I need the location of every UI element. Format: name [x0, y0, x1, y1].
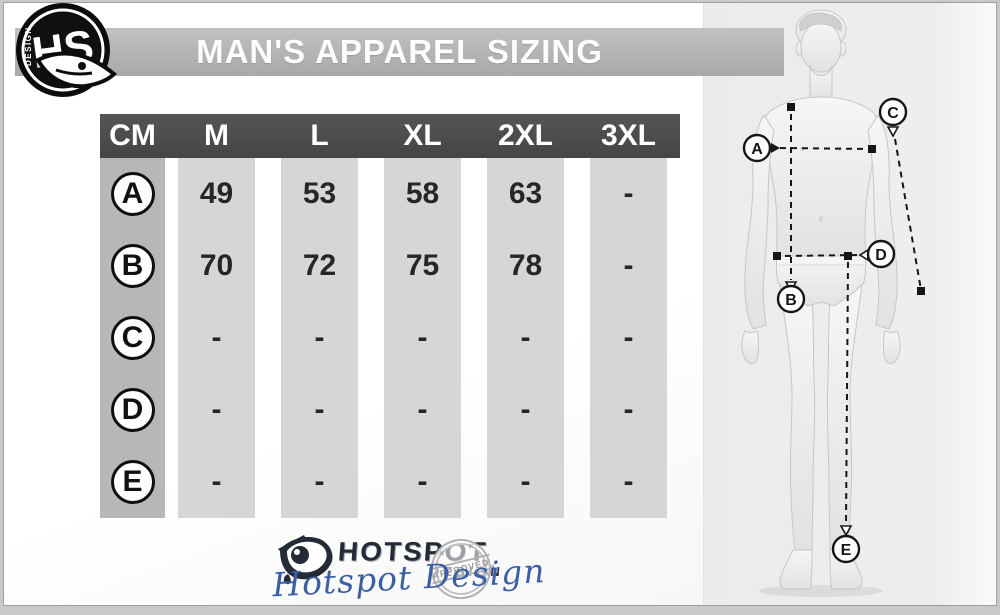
column-header-xl: XL	[403, 119, 442, 152]
unit-header-cell: CM	[109, 119, 156, 152]
page-title: MAN'S APPAREL SIZING	[196, 33, 603, 70]
size-table-header: CM M L XL 2XL 3XL	[100, 114, 680, 158]
cell-e-3xl: -	[623, 465, 634, 498]
cell-e-xl: -	[417, 465, 428, 498]
cell-d-2xl: -	[520, 393, 531, 426]
column-band-l	[281, 158, 358, 518]
column-band-3xl	[590, 158, 667, 518]
measure-line-c	[886, 126, 925, 295]
row-label-a: A	[110, 172, 155, 216]
title-band: MAN'S APPAREL SIZING	[15, 28, 784, 76]
table-row: B 70 72 75 78 -	[100, 230, 680, 302]
cell-a-xl: 58	[405, 177, 440, 210]
right-hand	[883, 330, 901, 364]
star-icon: ★	[465, 540, 476, 552]
cell-a-3xl: -	[623, 177, 634, 210]
body-measurement-diagram: A B C D E	[741, 9, 925, 597]
row-label-c: C	[110, 316, 155, 360]
cell-d-m: -	[211, 393, 222, 426]
cell-b-3xl: -	[623, 249, 634, 282]
column-header-m: M	[204, 119, 229, 152]
point-label-d: D	[875, 247, 887, 264]
point-label-c: C	[887, 105, 899, 122]
cell-c-3xl: -	[623, 321, 634, 354]
cell-c-m: -	[211, 321, 222, 354]
measure-point-labels: A B C D E	[742, 97, 908, 564]
neck	[809, 64, 833, 100]
torso	[763, 96, 879, 257]
measure-line-d	[773, 248, 869, 262]
row-label-d: D	[110, 388, 155, 432]
cell-e-m: -	[211, 465, 222, 498]
table-row: D - - - - -	[100, 374, 680, 446]
column-band-xl	[384, 158, 461, 518]
cell-b-xl: 75	[405, 249, 440, 282]
table-row: E - - - - -	[100, 446, 680, 518]
badge-vertical-text: DESIGN	[24, 26, 33, 66]
cell-c-2xl: -	[520, 321, 531, 354]
left-arm	[744, 114, 775, 330]
table-row: C - - - - -	[100, 302, 680, 374]
cell-a-2xl: 63	[508, 177, 543, 210]
fish-icon	[35, 51, 117, 89]
point-label-e: E	[841, 542, 852, 559]
measure-line-e	[839, 261, 853, 537]
cell-a-m: 49	[199, 177, 234, 210]
mannequin-figure	[741, 9, 901, 597]
table-row: A 49 53 58 63 -	[100, 158, 680, 230]
cell-b-l: 72	[302, 249, 337, 282]
eye-icon	[278, 535, 333, 585]
left-leg	[779, 282, 816, 551]
cell-d-l: -	[314, 393, 325, 426]
column-header-l: L	[310, 119, 329, 152]
right-leg	[826, 282, 863, 551]
cell-c-l: -	[314, 321, 325, 354]
size-table-body: A 49 53 58 63 - B 70 72 75 78 - C - - - …	[100, 158, 680, 518]
cell-b-m: 70	[199, 249, 234, 282]
column-band-m	[178, 158, 255, 518]
cell-b-2xl: 78	[508, 249, 543, 282]
right-arm	[867, 114, 898, 330]
column-band-2xl	[487, 158, 564, 518]
head	[800, 21, 842, 73]
cell-e-2xl: -	[520, 465, 531, 498]
footer-brand: HOTSPOT DESIGN ★ APPROVED ★ ✓ Hotspot De…	[271, 528, 618, 612]
cell-c-xl: -	[417, 321, 428, 354]
left-hand	[741, 330, 759, 364]
column-header-3xl: 3XL	[600, 119, 657, 152]
point-label-b: B	[785, 292, 797, 309]
column-header-2xl: 2XL	[497, 119, 554, 152]
point-label-a: A	[751, 141, 763, 158]
left-foot	[779, 549, 813, 590]
measure-line-a	[771, 143, 876, 153]
cell-a-l: 53	[302, 177, 337, 210]
row-label-b: B	[110, 244, 155, 288]
hs-fish-badge-logo: HS DESIGN	[16, 3, 117, 97]
cell-d-xl: -	[417, 393, 428, 426]
cell-d-3xl: -	[623, 393, 634, 426]
cell-e-l: -	[314, 465, 325, 498]
row-label-e: E	[110, 460, 155, 504]
size-table: CM M L XL 2XL 3XL A 49 53 58 63 - B	[100, 114, 680, 518]
